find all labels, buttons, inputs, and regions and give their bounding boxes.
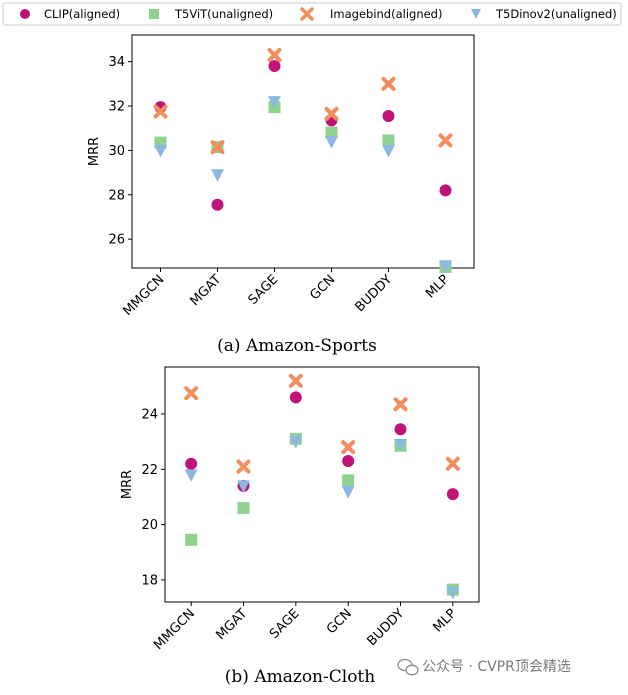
legend-circle-marker: [20, 9, 30, 19]
data-point-circle: [289, 391, 302, 404]
data-point-triangle-down: [211, 169, 224, 182]
data-point-triangle-down: [341, 485, 355, 499]
legend-item-t5vit: T5ViT(unaligned): [149, 7, 273, 21]
legend-label-imagebind: Imagebind(aligned): [330, 7, 442, 21]
y-tick-label: 26: [108, 233, 125, 248]
data-point-x: [153, 104, 168, 119]
data-point-square: [325, 126, 338, 139]
y-axis-label: MRR: [120, 470, 135, 499]
legend-frame: [2, 2, 622, 26]
watermark-text: 公众号 · CVPR顶会精选: [422, 659, 571, 675]
x-tick-label: BUDDY: [364, 606, 407, 649]
data-point-x: [393, 397, 408, 412]
legend: CLIP(aligned) T5ViT(unaligned) Imagebind…: [2, 2, 622, 26]
x-tick-label: MMGCN: [151, 606, 198, 653]
data-point-x: [445, 456, 460, 471]
legend-x-marker: [300, 7, 314, 21]
data-point-circle: [446, 488, 459, 501]
data-point-x: [288, 373, 303, 388]
data-point-triangle-down: [382, 144, 395, 158]
data-point-circle: [185, 457, 198, 470]
y-tick-label: 30: [108, 144, 125, 159]
x-tick-label: SAGE: [246, 272, 282, 308]
data-point-triangle-down: [289, 436, 303, 449]
data-point-circle: [211, 198, 224, 211]
legend-square-marker: [149, 9, 159, 19]
data-point-triangle-down: [154, 144, 167, 158]
data-point-triangle-down: [184, 469, 198, 482]
y-tick-label: 32: [108, 100, 125, 115]
chart-amazon-sports: 26 28 30 32 34 MRR MMGCN MGAT SAGE GCN BUDDY MLP: [87, 34, 475, 319]
data-point-square: [185, 533, 198, 546]
legend-item-imagebind: Imagebind(aligned): [300, 7, 442, 21]
data-point-triangle-down: [325, 136, 338, 149]
chart-amazon-cloth: 18 20 22 24 MRR MMGCN MGAT SAGE GCN BUDDY MLP: [120, 366, 480, 653]
data-point-x: [267, 47, 282, 62]
x-tick-label: MGAT: [213, 606, 250, 643]
axes-frame: [164, 366, 480, 603]
x-tick-label: BUDDY: [352, 272, 395, 315]
caption-amazon-cloth: (b) Amazon-Cloth: [225, 667, 375, 687]
axes-frame: [131, 34, 475, 269]
data-point-x: [341, 440, 356, 455]
y-tick-label: 28: [108, 188, 125, 203]
data-point-circle: [382, 109, 395, 122]
x-tick-label: GCN: [307, 272, 338, 303]
data-point-triangle-down: [446, 586, 460, 600]
legend-item-clip: CLIP(aligned): [20, 7, 120, 21]
data-point-triangle-down: [439, 260, 452, 273]
x-tick-label: GCN: [324, 606, 355, 637]
x-tick-label: MLP: [430, 606, 459, 635]
data-point-square: [382, 134, 395, 147]
caption-amazon-sports: (a) Amazon-Sports: [217, 336, 377, 356]
data-point-circle: [342, 455, 355, 467]
x-tick-label: SAGE: [267, 606, 303, 642]
data-point-square: [342, 474, 355, 487]
data-point-x: [324, 106, 339, 121]
data-point-triangle-down: [394, 438, 407, 452]
x-tick-label: MLP: [423, 272, 452, 301]
legend-triangle-marker: [471, 9, 481, 19]
x-tick-label: MGAT: [187, 272, 224, 309]
data-point-square: [237, 502, 250, 514]
data-point-x: [184, 386, 199, 401]
watermark: 公众号 · CVPR顶会精选: [397, 658, 571, 676]
y-tick-label: 20: [141, 518, 158, 533]
x-tick-label: MMGCN: [120, 272, 167, 319]
data-point-x: [381, 76, 396, 91]
data-point-triangle-down: [268, 96, 281, 109]
data-point-circle: [439, 184, 452, 197]
data-point-triangle-down: [237, 480, 250, 493]
legend-item-t5dinov2: T5Dinov2(unaligned): [471, 7, 617, 21]
y-axis-label: MRR: [87, 137, 102, 166]
data-point-x: [438, 133, 453, 148]
data-point-circle: [268, 60, 281, 73]
legend-label-t5dinov2: T5Dinov2(unaligned): [495, 7, 617, 21]
y-tick-label: 34: [108, 55, 125, 70]
wechat-icon: [397, 658, 419, 676]
y-tick-label: 24: [141, 408, 158, 423]
legend-label-clip: CLIP(aligned): [44, 7, 120, 21]
y-tick-label: 18: [141, 573, 158, 588]
data-point-x: [210, 140, 225, 155]
legend-label-t5vit: T5ViT(unaligned): [174, 7, 273, 21]
data-point-circle: [394, 423, 407, 436]
data-point-x: [236, 459, 251, 474]
y-tick-label: 22: [141, 463, 158, 478]
